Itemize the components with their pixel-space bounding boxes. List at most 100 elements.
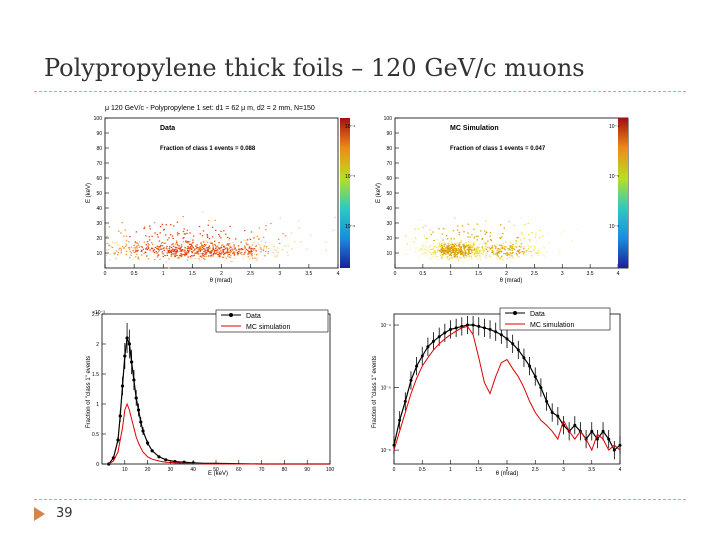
heatmap-cell <box>508 220 511 223</box>
heatmap-cell <box>448 250 450 252</box>
heatmap-cell <box>163 228 165 230</box>
data-point <box>150 449 154 453</box>
heatmap-cell <box>187 252 189 254</box>
heatmap-cell <box>152 250 155 252</box>
heatmap-cell <box>191 251 193 253</box>
heatmap-cell <box>427 250 429 252</box>
heatmap-cell <box>508 247 511 249</box>
heatmap-cell <box>431 248 433 250</box>
heatmap-cell <box>145 247 148 249</box>
heatmap-cell <box>251 257 254 259</box>
heatmap-cell <box>143 241 145 243</box>
heatmap-cell <box>158 246 160 248</box>
data-point <box>123 354 127 358</box>
heatmap-cell <box>498 252 500 254</box>
heatmap-cell <box>210 254 213 256</box>
data-point <box>437 335 441 339</box>
heatmap-cell <box>201 244 203 247</box>
heatmap-cell <box>190 243 192 245</box>
heatmap-cell <box>182 249 185 252</box>
heatmap-cell <box>244 230 246 232</box>
heatmap-cell <box>469 247 471 249</box>
heatmap-cell <box>227 244 230 246</box>
heatmap-cell <box>406 243 409 245</box>
heatmap-cell <box>488 249 491 251</box>
heatmap-cell <box>206 241 209 243</box>
heatmap-cell <box>423 248 426 250</box>
heatmap-cell <box>496 254 498 256</box>
heatmap-cell <box>478 253 480 255</box>
heatmap-cell <box>242 248 245 251</box>
heatmap-cell <box>452 247 454 249</box>
heatmap-cell <box>493 245 496 247</box>
heatmap-cell <box>502 246 504 248</box>
heatmap-cell <box>426 248 428 250</box>
heatmap-cell <box>209 251 211 253</box>
heatmap-cell <box>432 251 434 253</box>
heatmap-cell <box>212 255 214 257</box>
heatmap-cell <box>253 253 256 255</box>
heatmap-cell <box>508 252 510 254</box>
heatmap-cell <box>225 251 227 253</box>
heatmap-cell <box>516 237 518 239</box>
heatmap-cell <box>202 252 204 254</box>
heatmap-cell <box>249 237 251 240</box>
heatmap-cell <box>176 250 178 252</box>
heatmap-cell <box>187 242 189 244</box>
heatmap-cell <box>489 255 491 257</box>
heatmap-cell <box>176 234 179 236</box>
y-tick-label: 80 <box>386 146 392 152</box>
data-point <box>618 443 622 447</box>
heatmap-cell <box>129 257 131 259</box>
y-tick-label: 90 <box>96 131 102 137</box>
heatmap-cell <box>449 249 451 251</box>
heatmap-cell <box>173 253 175 255</box>
heatmap-cell <box>158 249 160 251</box>
heatmap-cell <box>151 242 153 244</box>
heatmap-cell <box>161 242 164 244</box>
heatmap-cell <box>137 256 139 258</box>
heatmap-cell <box>145 244 147 246</box>
heatmap-cell <box>473 254 476 256</box>
heatmap-cell <box>539 237 541 239</box>
heatmap-cell <box>434 252 436 254</box>
heatmap-cell <box>260 240 263 242</box>
heatmap-cell <box>451 243 454 245</box>
heatmap-cell <box>442 249 444 251</box>
heatmap-cell <box>473 253 476 255</box>
heatmap-cell <box>257 242 259 244</box>
heatmap-cell <box>466 251 468 253</box>
heatmap-cell <box>453 255 455 257</box>
heatmap-cell <box>120 252 122 254</box>
heatmap-cell <box>512 246 514 248</box>
heatmap-cell <box>222 250 224 252</box>
heatmap-cell <box>464 252 467 254</box>
heatmap-cell <box>456 257 459 259</box>
heatmap-cell <box>135 249 137 251</box>
heatmap-cell <box>446 257 448 259</box>
heatmap-cell <box>159 246 161 248</box>
heatmap-cell <box>475 250 477 252</box>
heatmap-cell <box>511 247 513 249</box>
heatmap-cell <box>199 249 202 251</box>
heatmap-cell <box>265 250 267 253</box>
heatmap-cell <box>456 242 458 244</box>
y-tick-label: 70 <box>386 161 392 167</box>
y-tick-label: 50 <box>386 191 392 197</box>
heatmap-cell <box>125 243 127 245</box>
heatmap-cell <box>201 256 203 258</box>
data-point <box>522 356 526 360</box>
heatmap-cell <box>467 232 469 234</box>
heatmap-cell <box>577 228 579 230</box>
heatmap-cell <box>454 255 457 257</box>
heatmap-cell <box>149 228 151 230</box>
heatmap-cell <box>254 257 256 259</box>
heatmap-cell <box>450 244 452 246</box>
heatmap-cell <box>199 260 201 262</box>
heatmap-cell <box>458 245 460 248</box>
heatmap-cell <box>284 245 286 247</box>
heatmap-cell <box>180 253 182 255</box>
x-tick-label: 0.5 <box>419 467 426 473</box>
heatmap-cell <box>153 249 155 251</box>
heatmap-cell <box>149 225 151 227</box>
